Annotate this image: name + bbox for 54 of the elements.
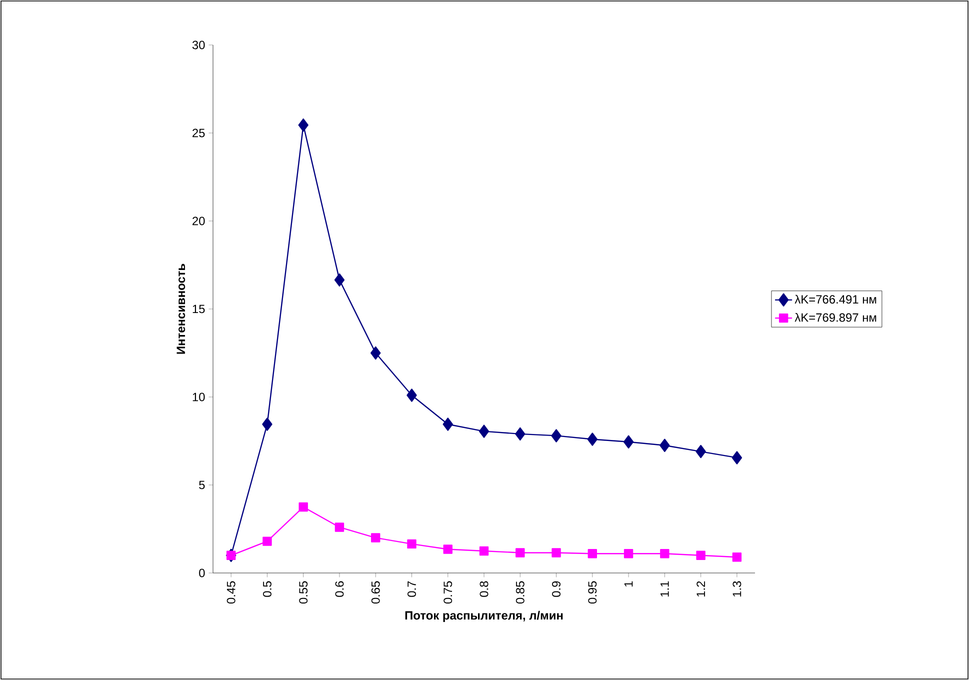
point	[442, 418, 453, 431]
x-tick-label: 0.95	[588, 581, 597, 604]
point	[696, 550, 706, 560]
point	[262, 536, 272, 546]
y-tick-label: 20	[192, 216, 205, 226]
x-tick-label: 0.75	[444, 581, 452, 604]
point	[334, 273, 345, 287]
point	[551, 429, 562, 442]
point	[443, 544, 452, 554]
y-tick-label: 10	[192, 392, 205, 402]
x-tick-label: 0.8	[480, 581, 488, 597]
point	[660, 549, 670, 558]
legend-label: λK=769.897 нм	[794, 312, 876, 322]
point	[262, 418, 272, 431]
point	[334, 522, 344, 532]
point	[588, 549, 598, 558]
y-tick-label: 15	[192, 304, 205, 314]
point	[587, 432, 598, 446]
point	[696, 444, 706, 458]
point	[732, 451, 742, 464]
point	[624, 549, 634, 558]
point	[552, 548, 561, 558]
point	[515, 427, 526, 441]
x-tick-label: 0.9	[552, 581, 560, 597]
y-tick-label: 30	[192, 40, 205, 50]
y-axis-title: Интенсивность	[176, 264, 186, 354]
x-tick-label: 0.5	[262, 581, 272, 597]
point	[407, 539, 416, 549]
point	[371, 533, 380, 542]
y-tick-label: 25	[192, 128, 205, 138]
x-axis-title: Поток распылителя, л/мин	[405, 610, 563, 622]
x-tick-label: 0.85	[516, 581, 524, 604]
x-tick-label: 1.2	[696, 581, 705, 596]
x-tick-label: 0.65	[371, 581, 380, 604]
point	[298, 502, 308, 512]
legend-label: λK=766.491 нм	[794, 294, 876, 304]
point	[623, 435, 634, 448]
y-tick-label: 0	[199, 568, 205, 578]
point	[516, 548, 525, 558]
point	[370, 346, 381, 360]
point	[732, 552, 742, 562]
x-tick-label: 0.55	[299, 581, 308, 604]
x-tick-label: 0.45	[226, 581, 236, 604]
x-tick-label: 0.7	[408, 581, 416, 597]
point	[478, 424, 490, 438]
y-tick-label: 5	[199, 480, 205, 490]
x-tick-label: 0.6	[335, 581, 344, 597]
x-tick-label: 1.3	[732, 581, 742, 596]
point	[406, 388, 417, 402]
point	[660, 438, 670, 452]
point	[298, 118, 308, 132]
x-tick-label: 1	[624, 581, 633, 586]
point	[479, 546, 489, 556]
x-tick-label: 1.1	[660, 581, 669, 596]
